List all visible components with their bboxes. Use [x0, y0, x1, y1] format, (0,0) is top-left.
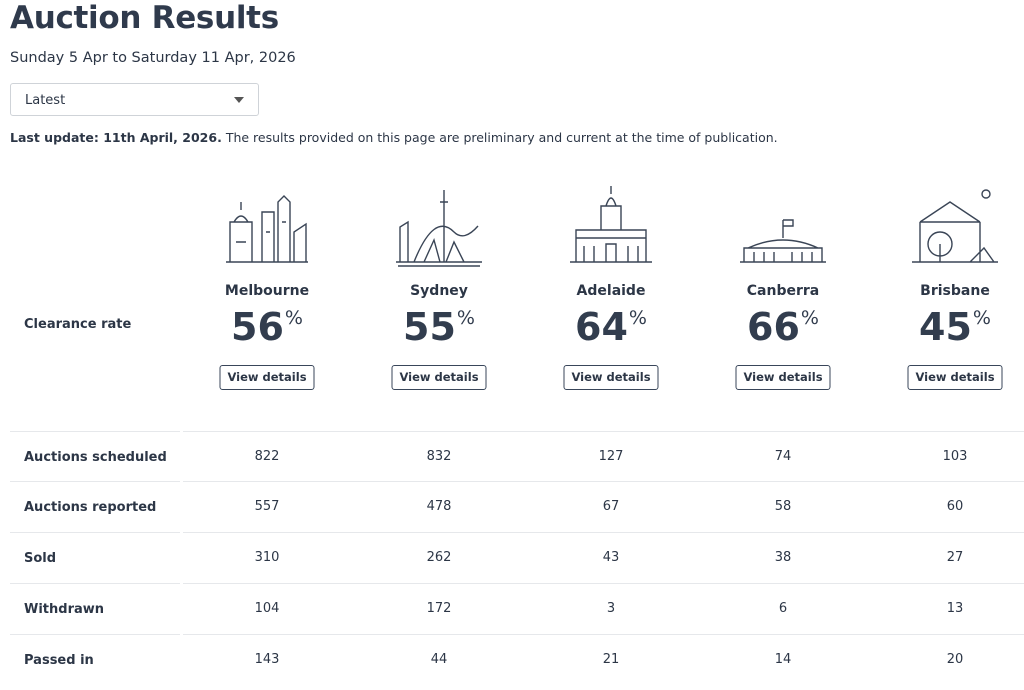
cell-value: 557	[254, 499, 280, 514]
icon-lines	[570, 186, 652, 263]
icon-lines	[912, 189, 998, 263]
cell-value: 74	[774, 449, 792, 464]
city-icon	[912, 189, 998, 263]
row-divider	[183, 532, 1024, 533]
clearance-rate: 64%	[575, 305, 647, 349]
view-details-button[interactable]: View details	[563, 365, 659, 390]
clearance-value: 66	[747, 305, 800, 349]
city-name: Adelaide	[576, 283, 646, 299]
city-name: Canberra	[746, 283, 820, 299]
city-icon	[226, 195, 308, 263]
clearance-unit: %	[972, 307, 991, 329]
update-date: Last update: 11th April, 2026.	[10, 130, 222, 145]
cell-value: 44	[430, 652, 448, 667]
city-icon	[570, 186, 652, 263]
row-divider	[10, 634, 180, 635]
clearance-unit: %	[800, 307, 819, 329]
clearance-unit: %	[456, 307, 475, 329]
icon-lines	[396, 190, 482, 267]
cell-value: 14	[774, 652, 792, 667]
view-details-button[interactable]: View details	[219, 365, 315, 390]
cell-value: 67	[602, 499, 620, 514]
cell-value: 103	[942, 449, 968, 464]
cell-value: 38	[774, 550, 792, 565]
row-divider	[183, 634, 1024, 635]
row-divider	[183, 583, 1024, 584]
caret	[234, 97, 244, 103]
row-divider	[183, 481, 1024, 482]
clearance-value: 45	[919, 305, 972, 349]
row-divider	[10, 481, 180, 482]
row-label: Auctions reported	[24, 500, 157, 515]
cell-value: 262	[426, 550, 452, 565]
cell-value: 20	[946, 652, 964, 667]
city-name: Brisbane	[920, 283, 990, 299]
row-label: Passed in	[24, 653, 94, 668]
city-name: Sydney	[410, 283, 468, 299]
city-icon	[740, 219, 826, 263]
cell-value: 832	[426, 449, 452, 464]
clearance-rate: 66%	[747, 305, 819, 349]
clearance-rate: 45%	[919, 305, 991, 349]
date-range: Sunday 5 Apr to Saturday 11 Apr, 2026	[10, 50, 296, 66]
row-divider	[10, 431, 180, 432]
cell-value: 58	[774, 499, 792, 514]
period-dropdown[interactable]: Latest	[10, 83, 259, 116]
cell-value: 172	[426, 601, 452, 616]
cell-value: 21	[602, 652, 620, 667]
clearance-label: Clearance rate	[24, 317, 132, 332]
cell-value: 27	[946, 550, 964, 565]
cell-value: 3	[606, 601, 616, 616]
update-text: The results provided on this page are pr…	[225, 130, 778, 145]
page-title: Auction Results	[10, 0, 279, 36]
view-details-button[interactable]: View details	[907, 365, 1003, 390]
cell-value: 143	[254, 652, 280, 667]
clearance-value: 56	[231, 305, 284, 349]
cell-value: 822	[254, 449, 280, 464]
view-details-button[interactable]: View details	[391, 365, 487, 390]
row-divider	[183, 431, 1024, 432]
clearance-rate: 55%	[403, 305, 475, 349]
clearance-value: 55	[403, 305, 456, 349]
view-details-button[interactable]: View details	[735, 365, 831, 390]
cell-value: 13	[946, 601, 964, 616]
cell-value: 104	[254, 601, 280, 616]
cell-value: 6	[778, 601, 788, 616]
dropdown-caret	[234, 97, 244, 103]
row-label: Withdrawn	[24, 602, 105, 617]
dropdown-value: Latest	[25, 93, 66, 108]
row-divider	[10, 532, 180, 533]
city-name: Melbourne	[224, 283, 310, 299]
cell-value: 478	[426, 499, 452, 514]
clearance-unit: %	[628, 307, 647, 329]
cell-value: 127	[598, 449, 624, 464]
clearance-unit: %	[284, 307, 303, 329]
icon-lines	[226, 195, 308, 263]
clearance-value: 64	[575, 305, 628, 349]
cell-value: 60	[946, 499, 964, 514]
clearance-rate: 56%	[231, 305, 303, 349]
row-label: Auctions scheduled	[24, 450, 167, 465]
icon-lines	[740, 219, 826, 263]
row-divider	[10, 583, 180, 584]
city-icon	[396, 190, 482, 267]
cell-value: 43	[602, 550, 620, 565]
cell-value: 310	[254, 550, 280, 565]
update-note: Last update: 11th April, 2026. The resul…	[10, 130, 778, 145]
row-label: Sold	[24, 551, 57, 566]
